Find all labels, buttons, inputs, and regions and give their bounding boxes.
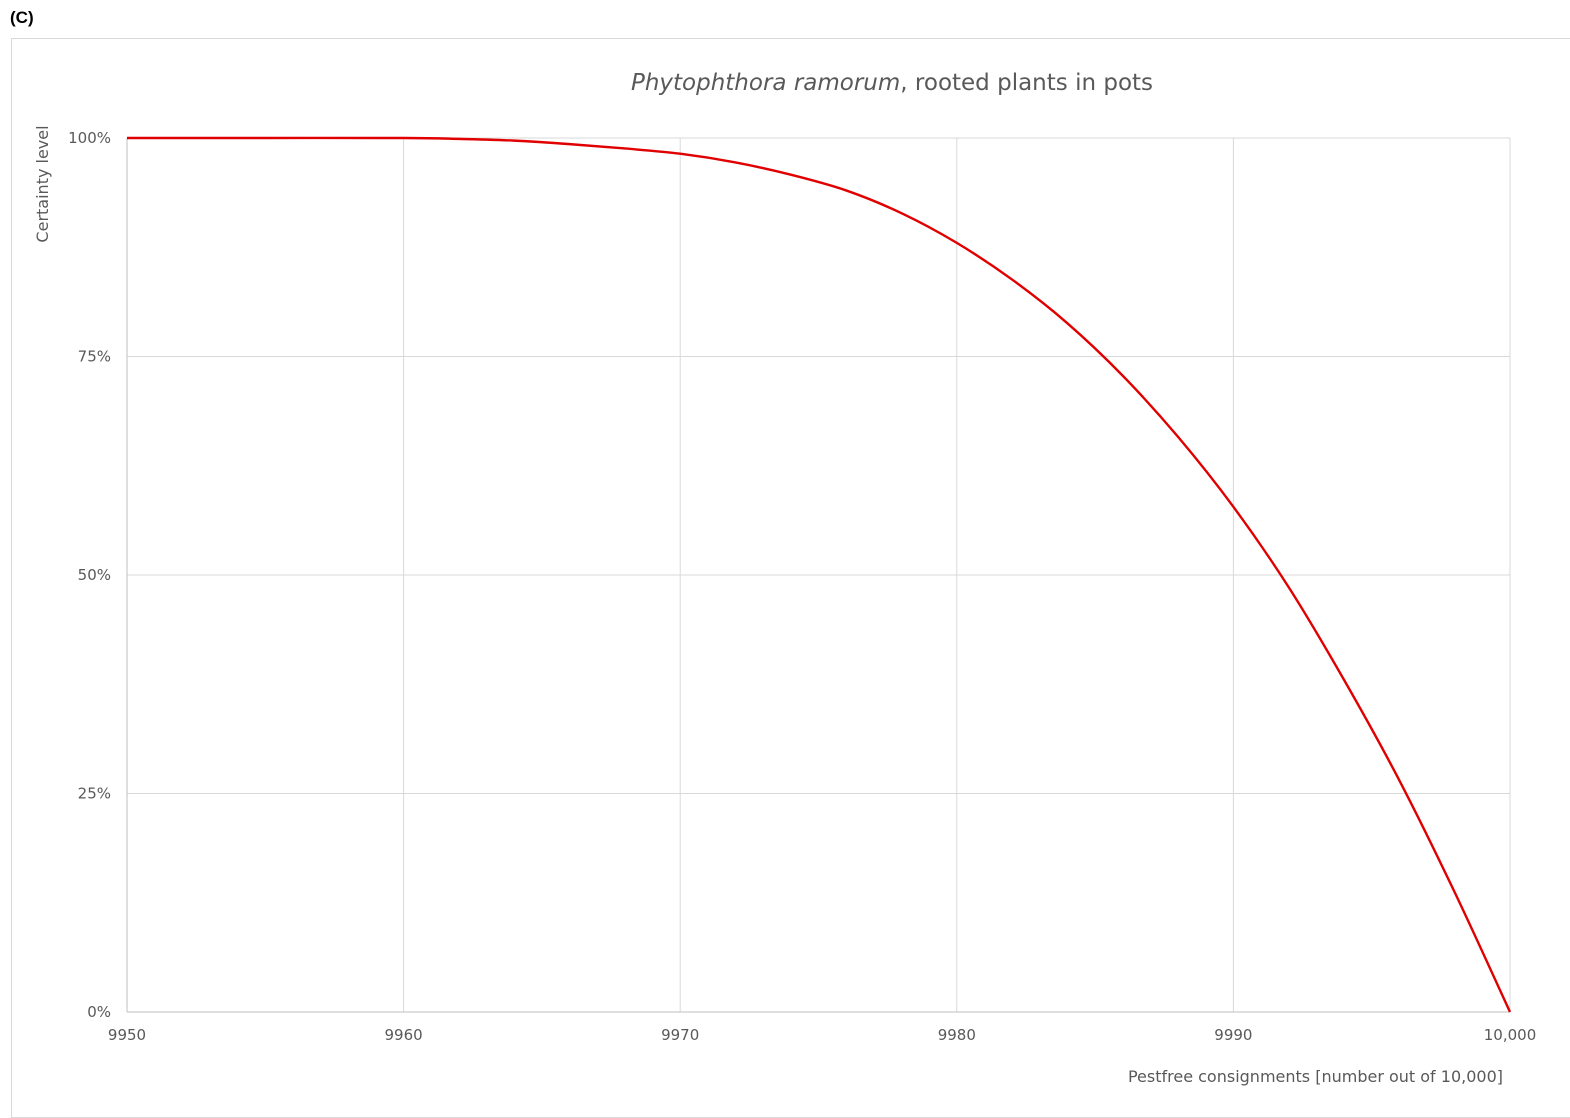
x-tick-label: 9980 bbox=[938, 1026, 976, 1044]
y-tick-label: 50% bbox=[78, 566, 111, 584]
x-tick-label: 9990 bbox=[1214, 1026, 1252, 1044]
x-tick-label: 9970 bbox=[661, 1026, 699, 1044]
y-axis-ticks: 0% 25% 50% 75% 100% bbox=[68, 129, 111, 1021]
chart-title: Phytophthora ramorum, rooted plants in p… bbox=[631, 70, 1153, 96]
y-tick-label: 100% bbox=[68, 129, 111, 147]
x-tick-label: 9960 bbox=[385, 1026, 423, 1044]
x-tick-label: 9950 bbox=[108, 1026, 146, 1044]
y-tick-label: 75% bbox=[78, 348, 111, 366]
x-axis-label: Pestfree consignments [number out of 10,… bbox=[1128, 1067, 1503, 1086]
x-axis-ticks: 9950 9960 9970 9980 9990 10,000 bbox=[108, 1026, 1536, 1044]
y-tick-label: 0% bbox=[87, 1003, 111, 1021]
grid bbox=[126, 137, 1511, 1013]
series-line bbox=[127, 136, 1512, 1013]
series-layer bbox=[127, 136, 1512, 1013]
chart-title-italic: Phytophthora ramorum bbox=[631, 70, 900, 96]
y-tick-label: 25% bbox=[78, 785, 111, 803]
x-tick-label: 10,000 bbox=[1484, 1026, 1537, 1044]
y-axis-label: Certainty level bbox=[33, 125, 52, 242]
chart-title-rest: , rooted plants in pots bbox=[900, 70, 1153, 96]
panel-label: (C) bbox=[10, 8, 34, 27]
